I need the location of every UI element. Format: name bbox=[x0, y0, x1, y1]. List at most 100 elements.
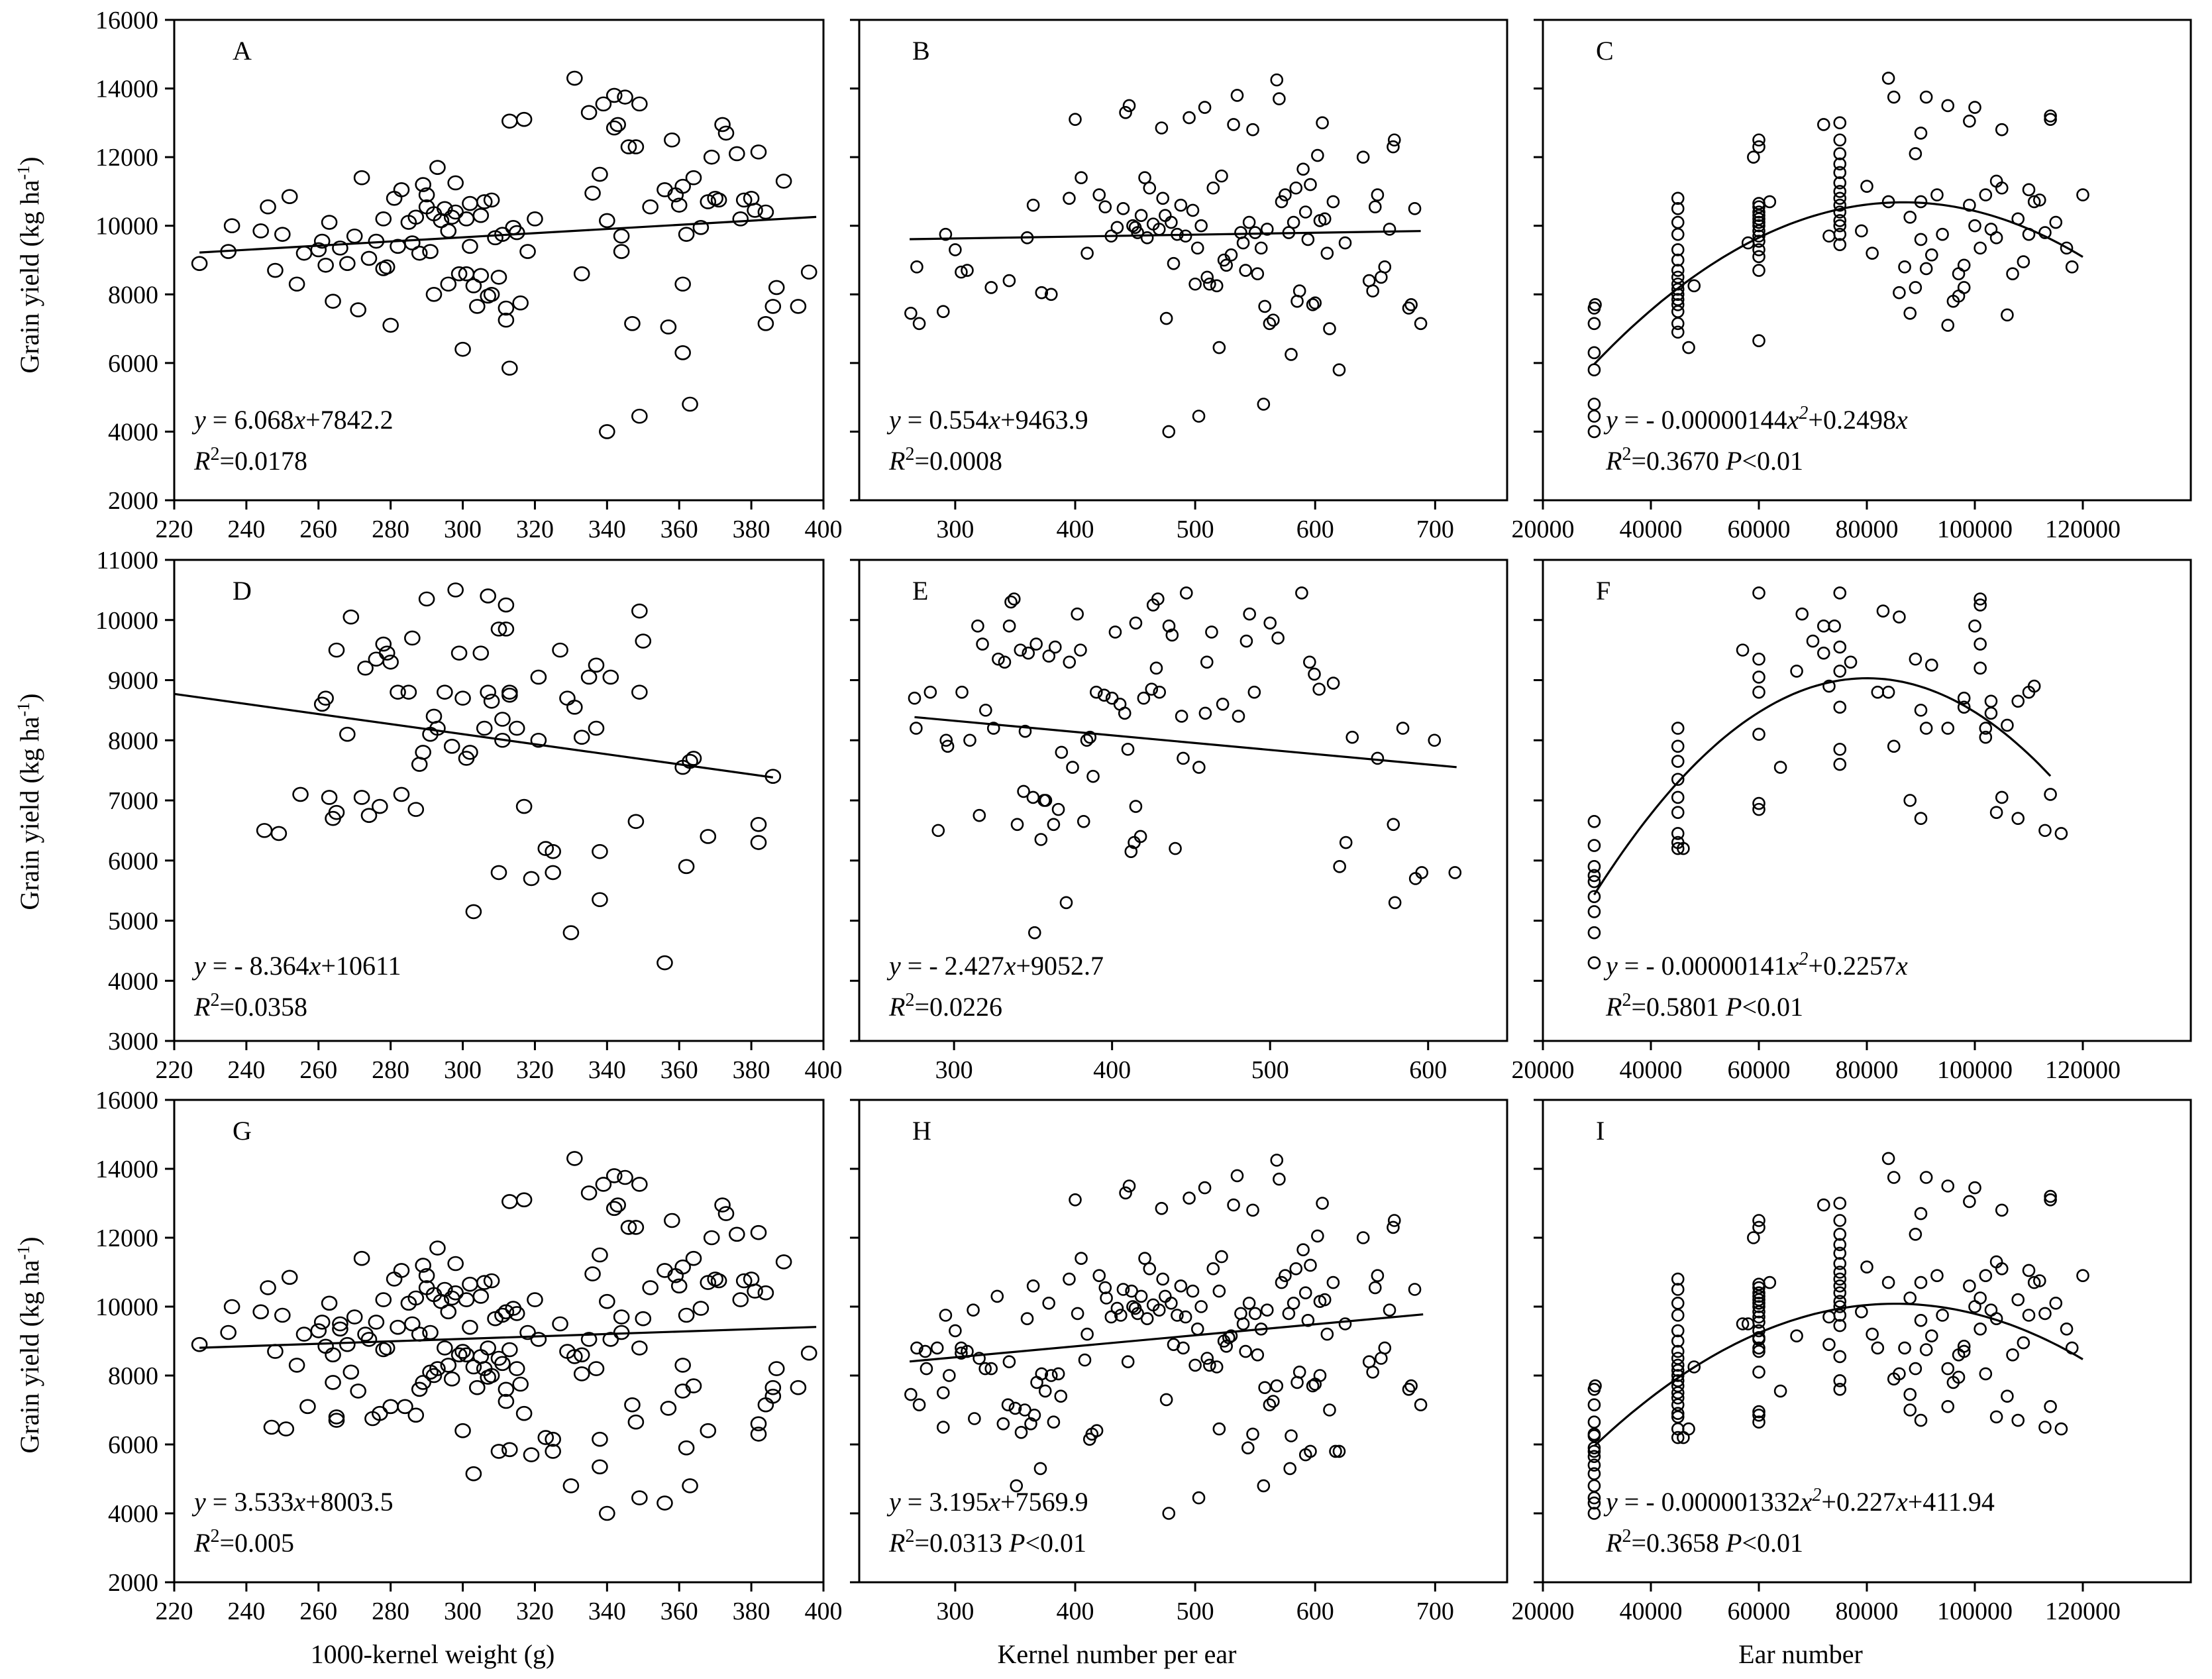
trend-line-a bbox=[199, 215, 817, 254]
point-a-87 bbox=[617, 89, 633, 105]
point-c-112 bbox=[2065, 260, 2079, 274]
point-d-23 bbox=[407, 802, 425, 817]
point-d-44 bbox=[490, 865, 507, 881]
point-i-116 bbox=[1957, 1344, 1971, 1358]
point-i-50 bbox=[1752, 1315, 1765, 1329]
point-g-116 bbox=[580, 1332, 598, 1347]
point-c-22 bbox=[1671, 202, 1685, 215]
point-g-128 bbox=[609, 1197, 626, 1213]
point-e-78 bbox=[1295, 586, 1308, 600]
point-h-138 bbox=[1316, 1197, 1329, 1210]
point-b-84 bbox=[1292, 284, 1306, 298]
point-h-152 bbox=[1378, 1341, 1392, 1355]
point-g-18 bbox=[325, 1347, 341, 1363]
point-a-11 bbox=[313, 233, 331, 249]
point-a-20 bbox=[360, 250, 378, 266]
point-c-96 bbox=[1989, 231, 2003, 244]
panel-letter-f: F bbox=[1596, 576, 1610, 606]
point-d-73 bbox=[635, 633, 652, 649]
point-b-54 bbox=[1210, 279, 1224, 293]
point-d-55 bbox=[530, 732, 547, 748]
point-i-123 bbox=[1979, 1269, 1993, 1282]
point-d-34 bbox=[454, 690, 471, 706]
point-b-111 bbox=[1404, 298, 1418, 311]
x-tick-label-f-1: 40000 bbox=[1620, 1056, 1683, 1084]
point-f-60 bbox=[1974, 661, 1987, 675]
x-tick-label-d-4: 300 bbox=[444, 1056, 482, 1084]
point-e-39 bbox=[1077, 814, 1090, 828]
point-h-142 bbox=[1326, 1275, 1340, 1289]
point-i-108 bbox=[1936, 1309, 1949, 1322]
point-g-29 bbox=[360, 1332, 378, 1347]
point-d-65 bbox=[588, 720, 605, 736]
point-b-37 bbox=[1159, 311, 1173, 325]
point-g-44 bbox=[407, 1407, 425, 1423]
x-tick-label-g-2: 260 bbox=[299, 1598, 337, 1625]
point-h-148 bbox=[1366, 1366, 1379, 1379]
point-i-4 bbox=[1587, 1467, 1601, 1480]
point-g-146 bbox=[670, 1278, 688, 1294]
point-a-80 bbox=[599, 213, 615, 229]
point-g-133 bbox=[624, 1397, 641, 1413]
x-tick-label-f-4: 100000 bbox=[1937, 1056, 2013, 1084]
point-e-50 bbox=[1124, 845, 1138, 858]
point-c-57 bbox=[1833, 157, 1847, 171]
point-g-161 bbox=[714, 1197, 731, 1213]
point-h-25 bbox=[1014, 1426, 1028, 1439]
point-h-11 bbox=[955, 1346, 968, 1360]
point-d-40 bbox=[480, 588, 496, 604]
point-f-32 bbox=[1817, 646, 1830, 660]
point-c-98 bbox=[1995, 123, 2009, 136]
point-e-21 bbox=[1018, 724, 1032, 738]
point-h-2 bbox=[912, 1398, 926, 1411]
x-tick-label-a-9: 400 bbox=[805, 515, 843, 543]
trend-line-c bbox=[1593, 201, 2083, 365]
point-e-55 bbox=[1137, 691, 1151, 705]
point-h-29 bbox=[1026, 1279, 1040, 1293]
point-h-23 bbox=[1008, 1401, 1022, 1415]
y-axis-title-row-3: Grain yield (kg ha-1) bbox=[14, 1236, 45, 1453]
point-h-14 bbox=[967, 1303, 980, 1317]
point-e-82 bbox=[1326, 677, 1340, 690]
x-tick-label-e-1: 400 bbox=[1093, 1056, 1131, 1084]
point-c-31 bbox=[1752, 243, 1765, 256]
point-g-150 bbox=[678, 1440, 695, 1456]
point-f-25 bbox=[1752, 802, 1765, 816]
point-h-114 bbox=[1267, 1395, 1280, 1408]
point-b-71 bbox=[1258, 299, 1271, 313]
point-e-14 bbox=[998, 655, 1012, 669]
point-a-33 bbox=[415, 177, 431, 192]
point-i-64 bbox=[1790, 1329, 1803, 1342]
point-i-135 bbox=[2017, 1336, 2030, 1350]
point-b-30 bbox=[1140, 231, 1154, 244]
point-e-85 bbox=[1345, 730, 1359, 744]
point-e-4 bbox=[939, 733, 953, 747]
point-h-27 bbox=[1020, 1312, 1034, 1325]
point-c-102 bbox=[2017, 255, 2030, 268]
x-tick-label-f-3: 80000 bbox=[1836, 1056, 1899, 1084]
point-c-81 bbox=[1941, 99, 1955, 113]
point-a-66 bbox=[501, 360, 518, 376]
point-g-119 bbox=[592, 1247, 608, 1263]
point-i-99 bbox=[1909, 1362, 1922, 1376]
point-a-45 bbox=[447, 204, 464, 220]
point-h-28 bbox=[1024, 1417, 1037, 1431]
point-c-69 bbox=[1903, 210, 1917, 224]
y-tick-label-g-5: 12000 bbox=[95, 1224, 158, 1252]
point-h-146 bbox=[1356, 1231, 1370, 1244]
point-h-26 bbox=[1018, 1403, 1031, 1417]
point-i-119 bbox=[1968, 1181, 1981, 1195]
point-b-73 bbox=[1263, 317, 1277, 331]
point-h-88 bbox=[1203, 1358, 1216, 1372]
point-g-68 bbox=[454, 1344, 471, 1359]
point-i-83 bbox=[1833, 1214, 1847, 1227]
y-tick-label-a-7: 16000 bbox=[95, 7, 158, 34]
point-h-86 bbox=[1198, 1181, 1212, 1195]
point-c-44 bbox=[1763, 195, 1777, 209]
panel-d: 220 240 260 280 300 320 340 360 380 400 3000 4000 50… bbox=[95, 547, 843, 1084]
x-tick-label-b-0: 300 bbox=[936, 515, 974, 543]
point-d-25 bbox=[415, 745, 431, 760]
trend-line-e bbox=[914, 716, 1457, 769]
point-a-69 bbox=[508, 225, 525, 241]
y-tick-label-d-4: 7000 bbox=[108, 787, 158, 815]
